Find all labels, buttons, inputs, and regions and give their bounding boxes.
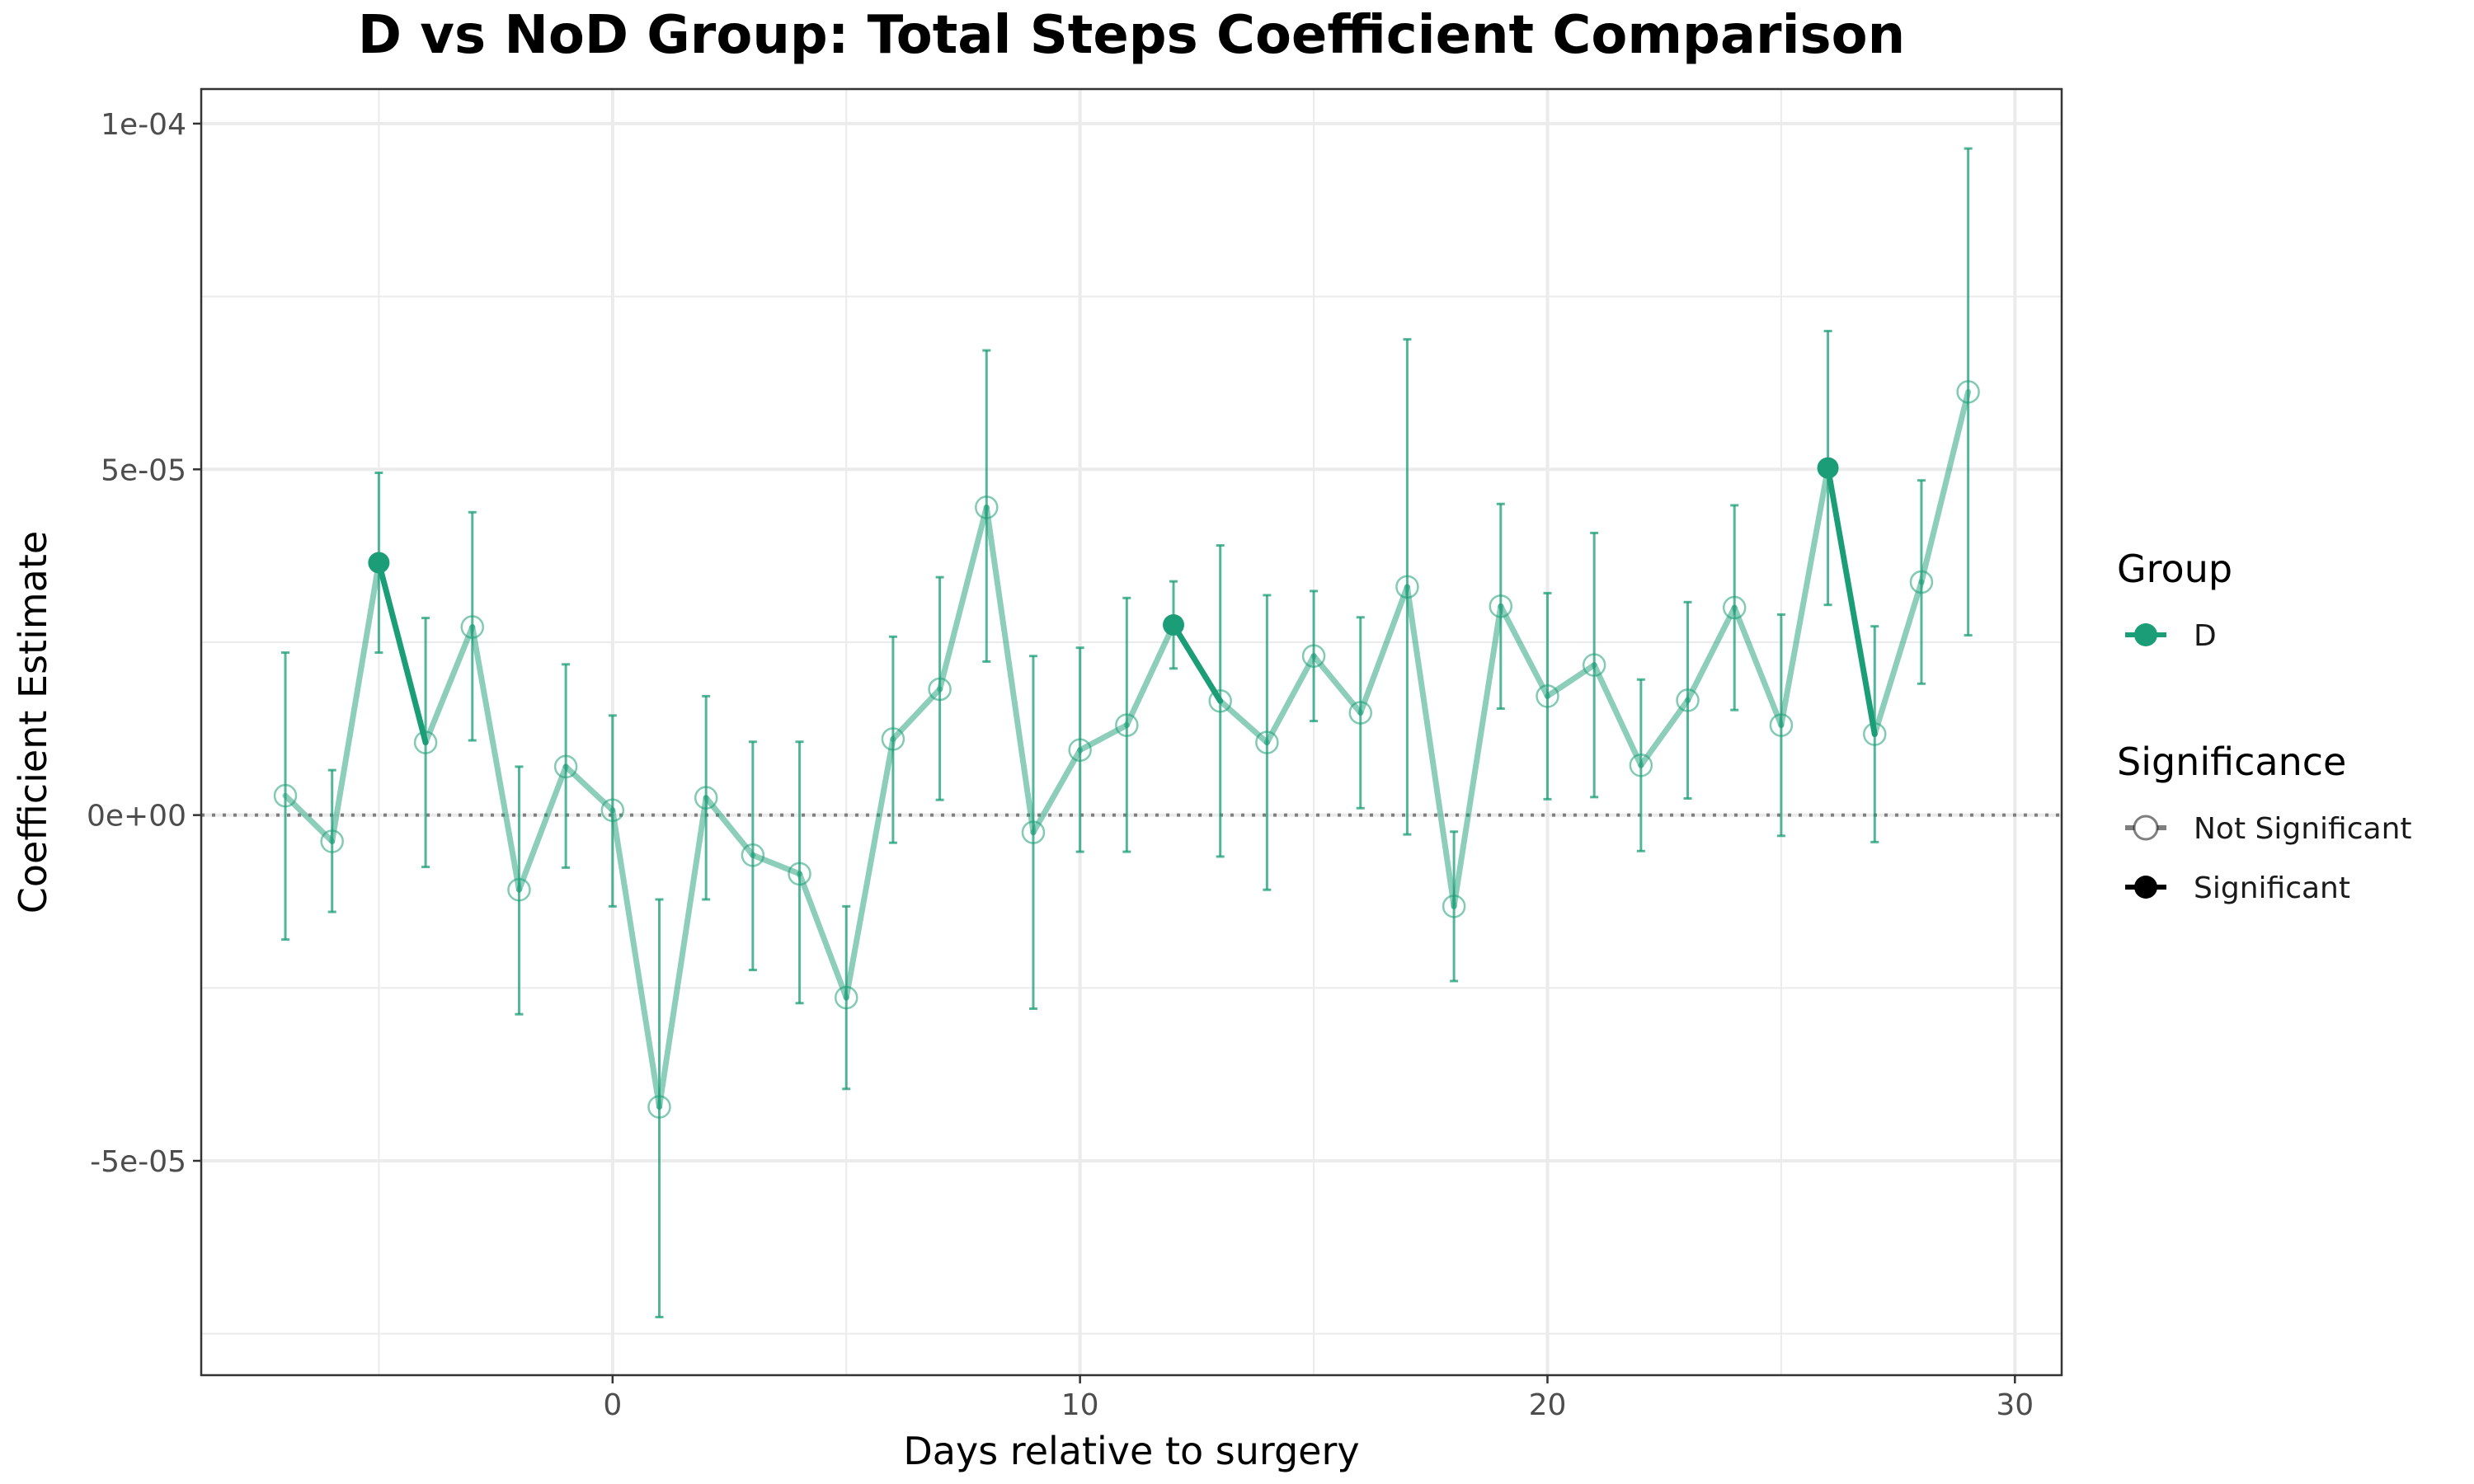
data-point-not-significant	[788, 862, 811, 886]
legend: Group D Significance Not Significant Sig…	[2117, 547, 2412, 905]
y-tick-label: 0e+00	[87, 800, 186, 834]
x-tick-label: 10	[1061, 1388, 1099, 1422]
series-line-segment	[1123, 622, 1177, 729]
series-line-segment	[1310, 653, 1364, 716]
data-point-not-significant	[600, 798, 625, 823]
series-line-segment	[515, 763, 569, 893]
x-axis-label: Days relative to surgery	[903, 1429, 1359, 1473]
legend-significant-marker	[2134, 876, 2157, 899]
data-point-not-significant	[1021, 820, 1046, 844]
data-point-not-significant	[694, 786, 718, 810]
legend-not-significant-label: Not Significant	[2194, 812, 2412, 846]
series-line-segment	[797, 871, 849, 1001]
legend-group-title: Group	[2117, 547, 2232, 591]
series-line-segment	[1170, 622, 1224, 704]
series-line-segment	[1544, 662, 1597, 699]
y-tick-label: -5e-05	[90, 1145, 186, 1179]
legend-significance-title: Significance	[2117, 740, 2346, 784]
series-line-segment	[1404, 584, 1457, 909]
series-line-segment	[422, 624, 476, 746]
series-line-segment	[1825, 465, 1878, 738]
series-line-segment	[1357, 584, 1410, 716]
x-tick-label: 0	[603, 1388, 622, 1422]
y-tick-label: 1e-04	[101, 108, 186, 142]
series-line-segment	[750, 852, 803, 877]
series-line-segment	[703, 795, 756, 858]
series-line-segment	[1217, 697, 1270, 746]
data-point-not-significant	[1722, 595, 1747, 620]
series-line-segment	[1030, 747, 1084, 836]
series-line-segment	[609, 807, 662, 1111]
data-point-not-significant	[1115, 713, 1139, 737]
series-line-segment	[1263, 653, 1317, 746]
data-point-not-significant	[975, 495, 999, 519]
data-point-not-significant	[1863, 722, 1887, 746]
series-line-segment	[375, 560, 429, 746]
series-line-segment	[1591, 662, 1644, 768]
series-line-segment	[562, 763, 616, 814]
data-point-significant	[1817, 457, 1839, 479]
data-point-not-significant	[1348, 701, 1372, 725]
data-point-not-significant	[741, 843, 765, 867]
data-point-not-significant	[507, 877, 531, 902]
panel-border	[200, 87, 2063, 1377]
series-line-segment	[656, 795, 709, 1111]
data-point-not-significant	[881, 727, 905, 751]
data-point-not-significant	[1255, 730, 1279, 754]
y-tick-label: 5e-05	[101, 453, 186, 487]
legend-not-significant-marker	[2133, 815, 2159, 841]
data-point-significant	[1163, 614, 1185, 636]
data-point-not-significant	[413, 730, 438, 754]
y-axis-label: Coefficient Estimate	[11, 531, 55, 913]
data-point-not-significant	[1301, 644, 1326, 668]
data-point-not-significant	[1068, 738, 1092, 763]
x-tick-label: 30	[1996, 1388, 2034, 1422]
legend-group-d-marker	[2134, 623, 2157, 646]
data-point-not-significant	[1582, 653, 1606, 677]
data-point-not-significant	[1629, 754, 1653, 777]
series-line-segment	[1731, 604, 1785, 729]
data-point-not-significant	[647, 1095, 671, 1119]
series-line-segment	[1871, 579, 1925, 738]
data-point-not-significant	[1442, 895, 1466, 918]
data-point-not-significant	[1956, 380, 1980, 404]
series-line-segment	[329, 560, 382, 845]
chart-title: D vs NoD Group: Total Steps Coefficient …	[358, 5, 1905, 66]
series-line-segment	[983, 504, 1037, 836]
data-point-not-significant	[460, 615, 485, 639]
series-line-segment	[937, 504, 990, 693]
series-line-segment	[1778, 465, 1832, 729]
series-line-segment	[1077, 722, 1130, 754]
plot-panel: 0 10 20 30 -5e-05 0e+00 5e-05 1e-04	[87, 87, 2063, 1422]
series-line-segment	[469, 624, 522, 893]
data-point-not-significant	[1489, 594, 1513, 618]
data-point-not-significant	[273, 783, 298, 808]
legend-group-d-label: D	[2194, 619, 2217, 653]
data-point-not-significant	[1909, 570, 1934, 594]
series-line-segment	[1498, 603, 1550, 699]
data-point-not-significant	[1536, 684, 1559, 708]
data-point-not-significant	[1676, 688, 1700, 712]
data-point-not-significant	[834, 985, 858, 1010]
series-line-segment	[1685, 604, 1738, 703]
legend-significant-label: Significant	[2194, 871, 2350, 905]
data-point-significant	[368, 552, 390, 574]
series-line-segment	[843, 735, 896, 1001]
data-point-not-significant	[1769, 713, 1794, 737]
series-line-segment	[1918, 388, 1972, 585]
x-tick-label: 20	[1529, 1388, 1567, 1422]
data-point-not-significant	[1395, 575, 1419, 599]
data-point-not-significant	[320, 829, 344, 853]
data-point-not-significant	[1208, 689, 1232, 713]
data-point-not-significant	[553, 754, 578, 779]
series-line-segment	[1451, 603, 1504, 909]
data-point-not-significant	[928, 677, 952, 702]
series-line-segment	[1638, 697, 1691, 768]
